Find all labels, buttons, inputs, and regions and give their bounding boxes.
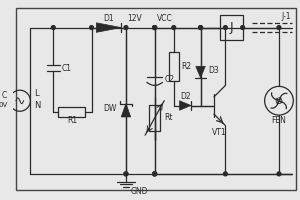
Polygon shape <box>121 104 131 117</box>
Circle shape <box>124 172 128 176</box>
Text: J: J <box>229 21 233 34</box>
Text: L: L <box>34 89 39 98</box>
Circle shape <box>124 172 128 176</box>
Text: R2: R2 <box>182 62 191 71</box>
Circle shape <box>241 26 244 29</box>
Circle shape <box>277 172 281 176</box>
Text: FEN: FEN <box>272 116 286 125</box>
Text: D3: D3 <box>208 66 219 75</box>
Text: VCC: VCC <box>157 14 172 23</box>
Circle shape <box>90 26 93 29</box>
Text: R1: R1 <box>67 116 77 125</box>
Circle shape <box>199 26 203 29</box>
Text: D1: D1 <box>103 14 114 23</box>
Text: J-1: J-1 <box>281 12 290 21</box>
Circle shape <box>224 172 227 176</box>
Text: DW: DW <box>103 104 116 113</box>
Text: VT1: VT1 <box>212 128 227 137</box>
Text: Rt: Rt <box>164 113 173 122</box>
Circle shape <box>153 26 157 29</box>
Bar <box>149 105 161 131</box>
Text: D2: D2 <box>180 92 190 101</box>
Circle shape <box>153 26 157 29</box>
Polygon shape <box>179 101 191 110</box>
Text: 12V: 12V <box>127 14 142 23</box>
Circle shape <box>199 26 203 29</box>
Circle shape <box>153 26 157 29</box>
Circle shape <box>153 172 157 176</box>
Bar <box>169 52 178 81</box>
Text: C2: C2 <box>164 75 174 84</box>
Circle shape <box>172 26 176 29</box>
Circle shape <box>51 26 55 29</box>
Text: N: N <box>34 101 41 110</box>
Circle shape <box>224 26 227 29</box>
Circle shape <box>277 26 281 29</box>
Text: C1: C1 <box>62 64 72 73</box>
Text: GND: GND <box>131 187 148 196</box>
Circle shape <box>153 172 157 176</box>
Circle shape <box>124 26 128 29</box>
Polygon shape <box>196 66 205 78</box>
Polygon shape <box>96 23 121 32</box>
Text: C: C <box>1 91 6 100</box>
Circle shape <box>153 172 157 176</box>
Bar <box>58 107 85 117</box>
Text: 0V: 0V <box>0 102 8 108</box>
Bar <box>220 15 243 40</box>
